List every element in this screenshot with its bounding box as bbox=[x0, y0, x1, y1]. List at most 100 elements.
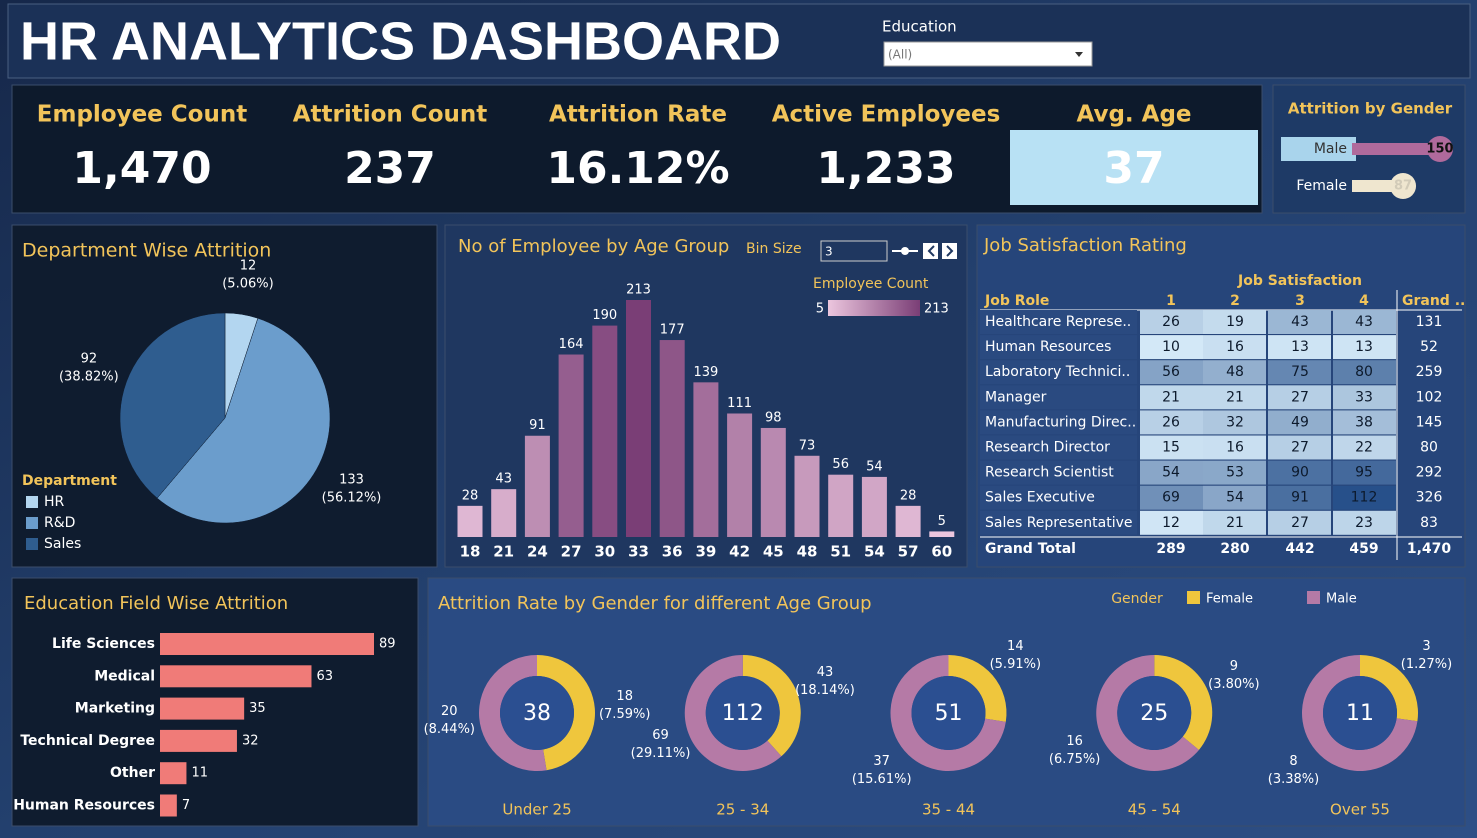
percent-label: (3.38%) bbox=[1268, 772, 1319, 787]
pie-slice bbox=[156, 317, 331, 524]
kpi-label: Avg. Age bbox=[1076, 102, 1191, 128]
row-label-bg bbox=[980, 510, 1137, 535]
kpi-label: Employee Count bbox=[37, 102, 247, 128]
x-tick-label: 54 bbox=[864, 543, 885, 561]
percent-label: (15.61%) bbox=[852, 772, 912, 787]
cell-value: 95 bbox=[1355, 465, 1373, 481]
value-label: 111 bbox=[727, 396, 752, 411]
cell-value: 22 bbox=[1355, 440, 1373, 456]
donut-segment bbox=[684, 655, 782, 771]
percent-label: (1.27%) bbox=[1401, 657, 1452, 672]
kpi-label: Active Employees bbox=[772, 102, 1001, 128]
total-cell: 459 bbox=[1349, 541, 1378, 557]
cell-value: 102 bbox=[1416, 389, 1443, 405]
bar bbox=[592, 325, 618, 537]
bar bbox=[828, 474, 854, 537]
heat-cell bbox=[1268, 335, 1331, 360]
legend-title: Gender bbox=[1111, 591, 1163, 607]
cell-value: 21 bbox=[1226, 389, 1244, 405]
value-label: 133 bbox=[339, 472, 364, 487]
heat-cell bbox=[1203, 435, 1266, 460]
column-header: 1 bbox=[1166, 293, 1176, 309]
avg-age-box bbox=[1010, 130, 1258, 205]
cell-value: 326 bbox=[1416, 490, 1443, 506]
percent-label: (29.11%) bbox=[631, 746, 691, 761]
value-label: 87 bbox=[1394, 179, 1412, 194]
percent-label: (38.82%) bbox=[59, 370, 119, 385]
slider-handle[interactable] bbox=[901, 247, 909, 255]
value-label: 14 bbox=[1007, 639, 1024, 654]
legend-swatch bbox=[26, 538, 38, 550]
legend-label: Sales bbox=[44, 536, 81, 552]
bar bbox=[160, 697, 245, 720]
heat-cell bbox=[1333, 335, 1396, 360]
cell-value: 13 bbox=[1291, 339, 1309, 355]
cell-value: 112 bbox=[1351, 490, 1378, 506]
bin-size-input[interactable] bbox=[820, 240, 888, 262]
x-tick-label: 51 bbox=[830, 543, 851, 561]
x-tick-label: 39 bbox=[695, 543, 716, 561]
heat-cell bbox=[1140, 460, 1203, 485]
heat-cell bbox=[1140, 360, 1203, 385]
bar bbox=[524, 435, 550, 537]
total-cell: 1,470 bbox=[1407, 541, 1452, 557]
value-label: 92 bbox=[81, 352, 98, 367]
category-label: Human Resources bbox=[13, 798, 155, 814]
value-label: 69 bbox=[652, 728, 669, 743]
value-label: 164 bbox=[559, 337, 584, 352]
color-scale bbox=[828, 300, 920, 316]
x-tick-label: 30 bbox=[594, 543, 615, 561]
filter-dropdown[interactable] bbox=[883, 41, 1093, 67]
total-cell: 442 bbox=[1285, 541, 1314, 557]
total-label: 38 bbox=[523, 701, 551, 726]
bar bbox=[626, 300, 651, 537]
heat-cell bbox=[1268, 385, 1331, 410]
value-label: 190 bbox=[592, 308, 617, 323]
heat-cell bbox=[1268, 485, 1331, 510]
bar bbox=[693, 382, 719, 537]
chart-title: Attrition Rate by Gender for different A… bbox=[438, 593, 872, 614]
row-label: Research Director bbox=[985, 440, 1110, 456]
legend-label: Female bbox=[1206, 592, 1253, 607]
percent-label: (5.06%) bbox=[222, 276, 273, 291]
cell-value: 26 bbox=[1162, 414, 1180, 430]
percent-label: (56.12%) bbox=[322, 490, 382, 505]
cell-value: 27 bbox=[1291, 440, 1309, 456]
bar bbox=[160, 794, 177, 817]
bar bbox=[160, 665, 312, 688]
prev-button[interactable] bbox=[923, 243, 938, 259]
bar bbox=[160, 762, 187, 785]
cell-value: 48 bbox=[1226, 364, 1244, 380]
legend-label: R&D bbox=[44, 515, 75, 531]
cell-value: 16 bbox=[1226, 440, 1244, 456]
value-label: 213 bbox=[626, 283, 651, 298]
heat-cell bbox=[1268, 410, 1331, 435]
heat-cell bbox=[1268, 510, 1331, 535]
value-label: 9 bbox=[1230, 659, 1238, 674]
heat-cell bbox=[1268, 360, 1331, 385]
cell-value: 75 bbox=[1291, 364, 1309, 380]
value-label: 3 bbox=[1422, 639, 1430, 654]
row-label: Manufacturing Direc.. bbox=[985, 414, 1136, 430]
heat-cell bbox=[1333, 310, 1396, 334]
heat-cell bbox=[1203, 335, 1266, 360]
heat-cell bbox=[1268, 460, 1331, 485]
bar bbox=[727, 413, 753, 537]
heat-cell bbox=[1333, 510, 1396, 535]
row-label-bg bbox=[980, 410, 1137, 435]
donut-segment bbox=[948, 655, 1007, 722]
percent-label: (7.59%) bbox=[599, 707, 650, 722]
next-button[interactable] bbox=[942, 243, 957, 259]
heat-cell bbox=[1203, 410, 1266, 435]
x-tick-label: 45 - 54 bbox=[1128, 801, 1181, 819]
donut-segment bbox=[1302, 655, 1418, 771]
x-tick-label: Under 25 bbox=[502, 801, 571, 819]
donut-segment bbox=[1360, 655, 1419, 722]
x-tick-label: 48 bbox=[797, 543, 818, 561]
filter-label: Education bbox=[882, 18, 957, 36]
row-label: Sales Representative bbox=[985, 515, 1133, 531]
kpi-value: 16.12% bbox=[546, 143, 729, 194]
cell-value: 54 bbox=[1226, 490, 1244, 506]
percent-label: (18.14%) bbox=[795, 683, 855, 698]
